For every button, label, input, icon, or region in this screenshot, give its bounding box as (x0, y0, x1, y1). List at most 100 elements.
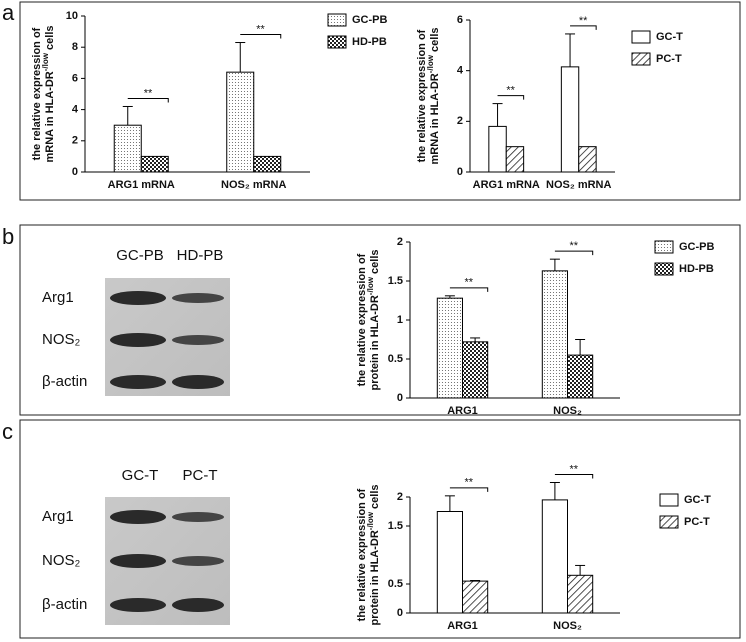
x-tick-label: NOS₂ (553, 620, 582, 632)
y-label-sup: -/low (41, 52, 50, 71)
y-label-line: the relative expression of (416, 29, 428, 162)
y-tick-label: 0 (397, 392, 403, 404)
legend-swatch (327, 35, 347, 49)
y-label-line: the relative expression of (31, 27, 43, 160)
y-axis-label: the relative expression ofmRNA in HLA-DR… (31, 26, 56, 163)
legend-label: GC-T (684, 494, 711, 506)
y-tick-label: 4 (457, 65, 464, 77)
bar (226, 71, 255, 173)
y-label-line: protein in HLA-DR (369, 530, 381, 625)
bar (541, 270, 568, 399)
lane-label: GC-PB (116, 247, 164, 264)
bar (462, 341, 489, 399)
blot-band (172, 293, 224, 303)
y-tick-label: 0 (72, 166, 78, 178)
y-axis-label: the relative expression ofprotein in HLA… (356, 484, 381, 625)
y-label-sup: -/low (426, 54, 435, 73)
y-label-end: cells (369, 249, 381, 277)
legend-swatch (631, 30, 651, 44)
panel-label: a (2, 0, 15, 25)
x-tick-label: ARG1 mRNA (108, 179, 175, 191)
blot-band (110, 291, 166, 305)
x-tick-label: ARG1 (447, 620, 478, 632)
y-tick-label: 1.5 (388, 520, 403, 532)
blot-band (172, 375, 224, 389)
x-tick-label: NOS₂ mRNA (221, 179, 286, 191)
lane-label: HD-PB (177, 247, 224, 264)
bar (541, 499, 568, 614)
blot-band (110, 554, 166, 568)
significance-label: ** (465, 477, 474, 489)
y-label-end: cells (429, 28, 441, 56)
y-tick-label: 6 (457, 14, 463, 26)
panel-label: b (2, 224, 14, 249)
y-label-end: cells (369, 484, 381, 512)
significance-label: ** (465, 277, 474, 289)
panel-frame (19, 1, 741, 201)
y-tick-label: 10 (66, 10, 78, 22)
significance-label: ** (144, 87, 153, 99)
legend-swatch (327, 13, 347, 27)
y-label-sup: -/low (366, 276, 375, 295)
legend-label: PC-T (684, 516, 710, 528)
y-label-sup: -/low (366, 511, 375, 530)
blot-band (110, 598, 166, 612)
significance-bracket (497, 95, 525, 100)
y-tick-label: 1.5 (388, 275, 403, 287)
bar (567, 354, 594, 399)
lane-label: PC-T (183, 467, 218, 484)
significance-bracket (240, 34, 282, 39)
y-label-line: mRNA in HLA-DR (44, 71, 56, 162)
y-axis-label: the relative expression ofmRNA in HLA-DR… (416, 28, 441, 165)
blot-band (110, 510, 166, 524)
y-tick-label: 0 (457, 166, 463, 178)
y-tick-label: 1 (397, 314, 403, 326)
x-tick-label: NOS₂ (553, 405, 582, 417)
legend-swatch (659, 493, 679, 507)
x-tick-label: NOS₂ mRNA (546, 179, 611, 191)
legend-label: GC-PB (352, 14, 388, 26)
bar (253, 155, 282, 173)
significance-label: ** (506, 85, 515, 97)
bar (436, 297, 463, 399)
y-label-line: protein in HLA-DR (369, 295, 381, 390)
y-label-line: the relative expression of (356, 488, 368, 621)
row-label: Arg1 (42, 508, 74, 525)
y-tick-label: 0.5 (388, 578, 403, 590)
y-tick-label: 0 (397, 607, 403, 619)
y-tick-label: 2 (397, 236, 403, 248)
panel-frame (19, 224, 741, 416)
legend-label: GC-T (656, 31, 683, 43)
row-label: NOS₂ (42, 331, 81, 348)
row-label: β-actin (42, 373, 87, 390)
legend-swatch (659, 515, 679, 529)
y-tick-label: 2 (457, 115, 463, 127)
bar (436, 511, 463, 614)
y-label-end: cells (44, 26, 56, 54)
significance-label: ** (570, 463, 579, 475)
y-tick-label: 0.5 (388, 353, 403, 365)
row-label: Arg1 (42, 289, 74, 306)
bar (113, 124, 142, 173)
blot-band (110, 333, 166, 347)
significance-bracket (449, 287, 489, 292)
significance-bracket (554, 474, 594, 479)
bar (567, 574, 594, 614)
legend-label: HD-PB (679, 263, 714, 275)
legend-label: HD-PB (352, 36, 387, 48)
y-tick-label: 2 (397, 491, 403, 503)
blot-band (172, 512, 224, 522)
y-tick-label: 6 (72, 72, 78, 84)
bar (462, 580, 489, 614)
x-tick-label: ARG1 mRNA (473, 179, 540, 191)
y-tick-label: 4 (72, 104, 79, 116)
bar (488, 125, 507, 173)
y-axis-label: the relative expression ofprotein in HLA… (356, 249, 381, 390)
y-label-line: the relative expression of (356, 253, 368, 386)
blot-band (110, 375, 166, 389)
significance-label: ** (256, 23, 265, 35)
lane-label: GC-T (122, 467, 159, 484)
panel-label: c (2, 419, 13, 444)
bar (578, 146, 597, 173)
